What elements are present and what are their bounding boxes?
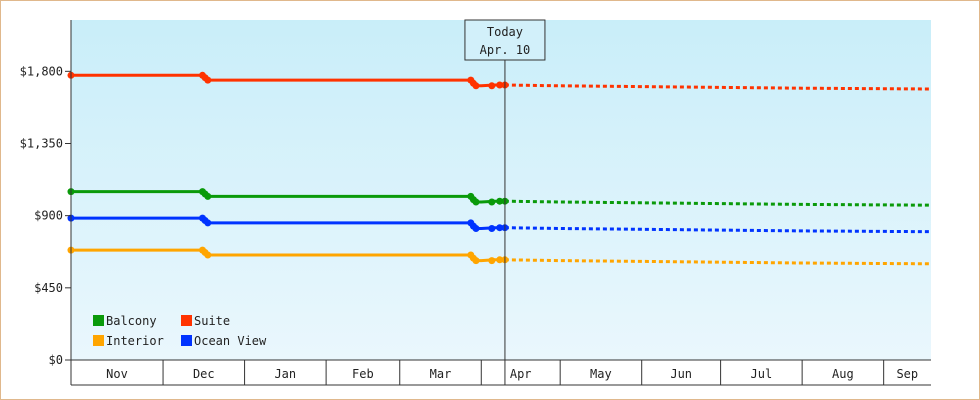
legend-swatch	[93, 315, 104, 326]
x-tick-label: Jun	[670, 367, 692, 381]
legend-swatch	[181, 315, 192, 326]
x-tick-label: Jul	[751, 367, 773, 381]
x-tick-label: Feb	[352, 367, 374, 381]
x-tick-label: Mar	[430, 367, 452, 381]
data-point	[496, 81, 504, 89]
y-tick-label: $450	[34, 281, 63, 295]
today-label-box	[464, 19, 546, 61]
x-tick-label: Jan	[274, 367, 296, 381]
y-tick-label: $1,350	[20, 136, 63, 150]
series-forecast-line-3	[504, 226, 932, 234]
legend-label: Interior	[106, 334, 164, 348]
legend-swatch	[181, 335, 192, 346]
data-point	[472, 257, 480, 265]
x-tick-label: May	[590, 367, 612, 381]
x-tick-label: Aug	[832, 367, 854, 381]
y-tick-label: $900	[34, 209, 63, 223]
series-forecast-line-2	[504, 258, 932, 266]
legend-label: Balcony	[106, 314, 157, 328]
data-point	[488, 257, 496, 265]
data-point	[488, 198, 496, 206]
data-point	[472, 198, 480, 206]
plot-area	[71, 20, 931, 360]
data-point	[472, 82, 480, 90]
x-tick-label: Sep	[896, 367, 918, 381]
x-tick-label: Dec	[193, 367, 215, 381]
x-tick-label: Apr	[510, 367, 532, 381]
data-point	[488, 82, 496, 90]
data-point	[204, 219, 212, 227]
x-tick-label: Nov	[106, 367, 128, 381]
data-point	[204, 251, 212, 259]
data-point	[496, 197, 504, 205]
series-forecast-line-1	[504, 83, 932, 91]
data-point	[496, 256, 504, 264]
data-point	[472, 225, 480, 232]
data-point	[204, 192, 212, 200]
legend-swatch	[93, 335, 104, 346]
today-date: Apr. 10	[480, 43, 531, 57]
legend-label: Suite	[194, 314, 230, 328]
data-point	[204, 76, 212, 84]
data-point	[488, 225, 496, 232]
today-title: Today	[487, 25, 523, 39]
y-tick-label: $0	[49, 353, 63, 367]
y-tick-label: $1,800	[20, 64, 63, 78]
data-point	[496, 224, 504, 232]
legend-label: Ocean View	[194, 334, 267, 348]
series-forecast-line-0	[504, 199, 932, 207]
